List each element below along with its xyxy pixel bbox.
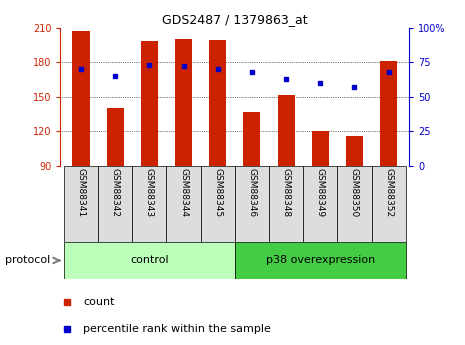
Bar (235, 241, 406, 279)
Bar (141, 41, 158, 166)
Text: GSM88349: GSM88349 (316, 168, 325, 217)
Bar (175, 39, 192, 166)
Bar (98, 166, 132, 242)
Text: GSM88343: GSM88343 (145, 168, 154, 217)
Text: GSM88341: GSM88341 (76, 168, 86, 217)
Text: GSM88342: GSM88342 (111, 168, 120, 217)
Bar (235, 166, 269, 242)
Bar (269, 166, 303, 242)
Bar (278, 96, 295, 166)
Title: GDS2487 / 1379863_at: GDS2487 / 1379863_at (162, 13, 308, 27)
Text: control: control (130, 256, 169, 265)
Bar (380, 61, 397, 166)
Text: GSM88344: GSM88344 (179, 168, 188, 217)
Bar (73, 31, 89, 166)
Text: count: count (83, 297, 114, 307)
Bar (106, 108, 124, 166)
Bar (338, 166, 372, 242)
Text: GSM88350: GSM88350 (350, 168, 359, 217)
Bar (346, 136, 363, 166)
Text: GSM88348: GSM88348 (282, 168, 291, 217)
Bar (243, 111, 260, 166)
Bar (372, 166, 406, 242)
Bar (209, 40, 226, 166)
Text: p38 overexpression: p38 overexpression (266, 256, 375, 265)
Text: GSM88346: GSM88346 (247, 168, 256, 217)
Text: GSM88352: GSM88352 (384, 168, 393, 217)
Bar (64, 166, 98, 242)
Bar (64, 241, 235, 279)
Bar (166, 166, 200, 242)
Bar (132, 166, 166, 242)
Text: percentile rank within the sample: percentile rank within the sample (83, 324, 271, 334)
Bar (312, 131, 329, 166)
Bar (303, 166, 338, 242)
Text: GSM88345: GSM88345 (213, 168, 222, 217)
Bar (200, 166, 235, 242)
Text: protocol: protocol (5, 256, 50, 265)
